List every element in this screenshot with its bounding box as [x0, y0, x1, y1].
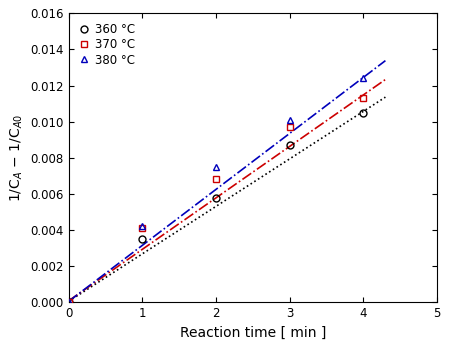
Legend: 360 °C, 370 °C, 380 °C: 360 °C, 370 °C, 380 °C — [75, 19, 138, 70]
X-axis label: Reaction time [ min ]: Reaction time [ min ] — [180, 326, 326, 340]
Y-axis label: 1/C$_A$ − 1/C$_{A0}$: 1/C$_A$ − 1/C$_{A0}$ — [9, 114, 25, 202]
